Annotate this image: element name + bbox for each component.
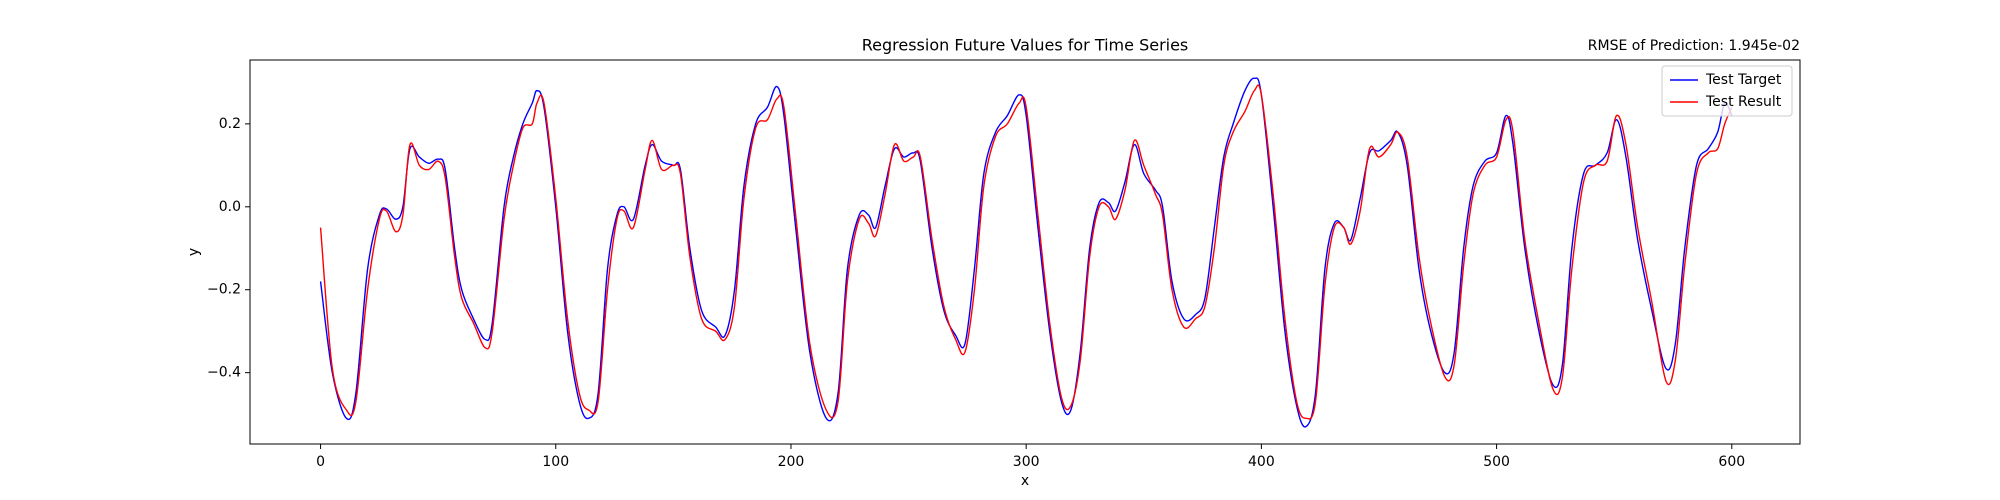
series-line — [319, 77, 1733, 428]
y-tick-label: 0.2 — [219, 116, 241, 132]
x-tick-label: 400 — [1248, 454, 1275, 470]
plot-frame — [249, 59, 1801, 445]
x-tick-label: 0 — [316, 454, 325, 470]
series-line — [319, 84, 1733, 420]
legend-label: Test Result — [1705, 94, 1782, 110]
rmse-annotation: RMSE of Prediction: 1.945e-02 — [1588, 38, 1800, 54]
x-tick-label: 100 — [542, 454, 569, 470]
y-tick-label: −0.4 — [207, 365, 241, 381]
legend-box — [1661, 65, 1793, 117]
x-tick-label: 200 — [778, 454, 805, 470]
y-tick-label: −0.2 — [207, 282, 241, 298]
y-axis-label: y — [186, 248, 202, 256]
x-tick-label: 500 — [1483, 454, 1510, 470]
x-tick-label: 600 — [1718, 454, 1745, 470]
x-tick-label: 300 — [1013, 454, 1040, 470]
legend-label: Test Target — [1705, 72, 1782, 88]
chart-title: Regression Future Values for Time Series — [862, 36, 1189, 55]
y-tick-label: 0.0 — [219, 199, 241, 215]
x-axis-label: x — [1021, 473, 1029, 489]
